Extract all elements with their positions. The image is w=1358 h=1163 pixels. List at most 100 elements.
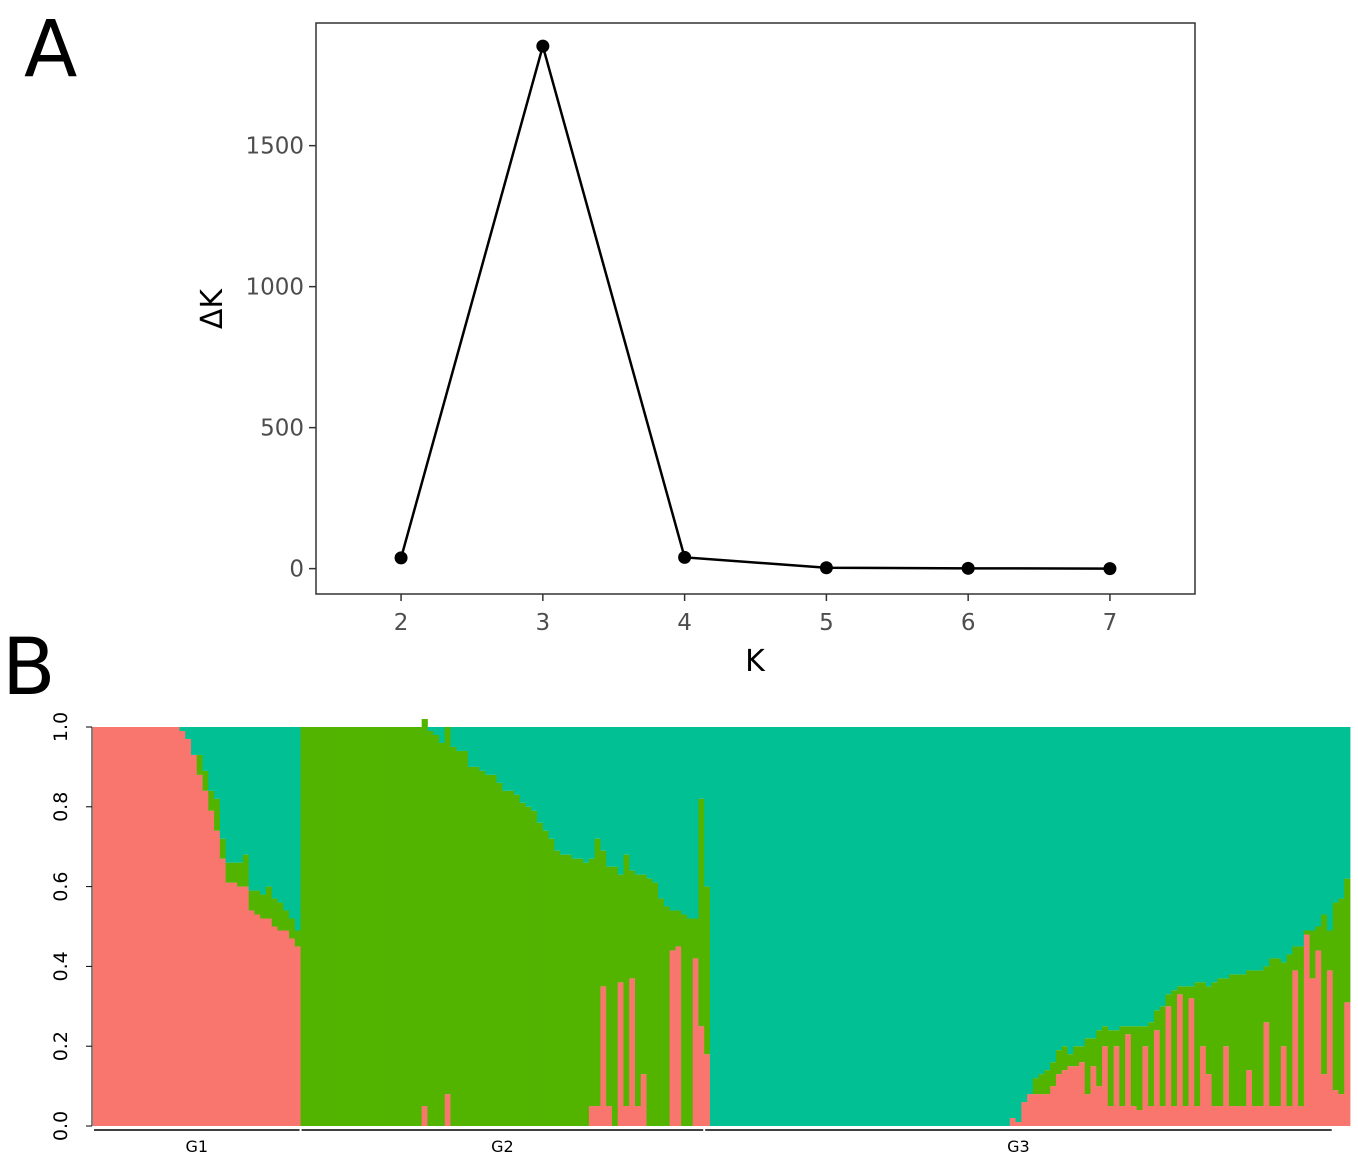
plot-a-frame <box>315 22 1196 595</box>
cluster-3-segment <box>519 727 526 803</box>
cluster-3-segment <box>842 727 849 1126</box>
data-point <box>394 551 408 565</box>
cluster-1-segment <box>191 754 198 1126</box>
cluster-3-segment <box>1182 727 1189 987</box>
cluster-1-segment <box>156 727 163 1126</box>
individual-bar <box>1269 727 1276 1126</box>
individual-bar <box>116 727 123 1126</box>
cluster-1-segment <box>104 727 111 1126</box>
individual-bar <box>1344 727 1351 1126</box>
group-label: G3 <box>1007 1137 1030 1156</box>
individual-bar <box>1223 727 1230 1126</box>
individual-bar <box>283 727 290 1126</box>
group-label: G1 <box>185 1137 208 1156</box>
cluster-2-segment <box>588 858 596 1107</box>
individual-bar <box>1084 727 1091 1126</box>
individual-bar <box>485 727 492 1126</box>
individual-bar <box>744 727 751 1126</box>
cluster-3-segment <box>617 727 624 875</box>
individual-bar <box>433 727 440 1126</box>
individual-bar <box>1125 727 1132 1126</box>
cluster-1-segment <box>179 730 186 1126</box>
cluster-2-segment <box>265 886 273 919</box>
cluster-3-segment <box>825 727 832 1126</box>
individual-bar <box>1090 727 1097 1126</box>
cluster-3-segment <box>583 727 590 863</box>
cluster-2-segment <box>1263 966 1270 1023</box>
cluster-2-segment <box>340 727 348 1126</box>
cluster-2-segment <box>375 727 382 1126</box>
cluster-3-segment <box>779 727 786 1126</box>
individual-bar <box>802 727 809 1126</box>
cluster-3-segment <box>911 727 918 1126</box>
cluster-3-segment <box>531 727 538 811</box>
cluster-3-segment <box>260 727 267 895</box>
cluster-2-segment <box>704 886 711 1055</box>
cluster-2-segment <box>346 727 353 1126</box>
individual-bar <box>121 727 128 1126</box>
cluster-3-segment <box>289 727 296 919</box>
y-tick-label: 0 <box>289 557 304 583</box>
individual-bar <box>1113 727 1120 1126</box>
individual-bar <box>773 727 780 1126</box>
individual-bar <box>1153 727 1161 1126</box>
cluster-3-segment <box>271 727 278 899</box>
cluster-2-segment <box>1303 930 1311 935</box>
individual-bar <box>681 727 688 1126</box>
cluster-1-segment <box>1038 1094 1045 1126</box>
individual-bar <box>162 727 169 1126</box>
cluster-2-segment <box>473 766 480 1126</box>
cluster-3-segment <box>980 727 988 1126</box>
cluster-3-segment <box>952 727 959 1126</box>
delta-k-series-line <box>399 41 1110 570</box>
cluster-3-segment <box>1188 727 1195 987</box>
cluster-2-segment <box>1280 962 1287 1047</box>
cluster-3-segment <box>490 727 498 775</box>
cluster-3-segment <box>940 727 947 1126</box>
data-point <box>678 550 692 564</box>
cluster-3-segment <box>1280 727 1287 963</box>
cluster-1-segment <box>254 914 261 1126</box>
cluster-3-segment <box>438 727 446 743</box>
cluster-2-segment <box>611 866 619 1126</box>
individual-bar <box>300 727 307 1126</box>
individual-bar <box>323 727 330 1126</box>
cluster-3-segment <box>888 727 895 1126</box>
individual-bar <box>191 727 198 1126</box>
cluster-2-segment <box>490 774 498 1126</box>
individual-bar <box>1303 727 1311 1126</box>
cluster-3-segment <box>784 727 792 1126</box>
cluster-2-segment <box>1344 878 1351 1003</box>
individual-bar <box>496 727 503 1126</box>
cluster-3-segment <box>877 727 884 1126</box>
cluster-3-segment <box>1061 727 1068 1047</box>
cluster-2-segment <box>1194 982 1201 1107</box>
cluster-1-segment <box>133 727 140 1126</box>
cluster-1-segment <box>1223 1046 1230 1126</box>
cluster-2-segment <box>1234 974 1241 1107</box>
cluster-3-segment <box>744 727 751 1126</box>
cluster-2-segment <box>1119 1026 1126 1107</box>
cluster-2-segment <box>1298 946 1305 1107</box>
cluster-3-segment <box>906 727 913 1126</box>
cluster-3-segment <box>871 727 878 1126</box>
cluster-1-segment <box>1102 1046 1109 1126</box>
cluster-2-segment <box>606 866 613 1107</box>
individual-bar <box>807 727 815 1126</box>
cluster-1-segment <box>1171 1106 1178 1126</box>
individual-bar <box>139 727 146 1126</box>
data-point <box>819 561 833 575</box>
cluster-2-segment <box>1171 990 1178 1107</box>
cluster-3-segment <box>1159 727 1166 1007</box>
cluster-3-segment <box>1205 727 1213 987</box>
cluster-3-segment <box>929 727 936 1126</box>
cluster-3-segment <box>986 727 993 1126</box>
individual-bar <box>358 727 365 1126</box>
individual-bar <box>1280 727 1287 1126</box>
individual-bar <box>1228 727 1236 1126</box>
cluster-3-segment <box>502 727 509 791</box>
cluster-3-segment <box>1315 727 1322 927</box>
individual-bar <box>1211 727 1218 1126</box>
individual-bar <box>1200 727 1207 1126</box>
individual-bar <box>156 727 163 1126</box>
